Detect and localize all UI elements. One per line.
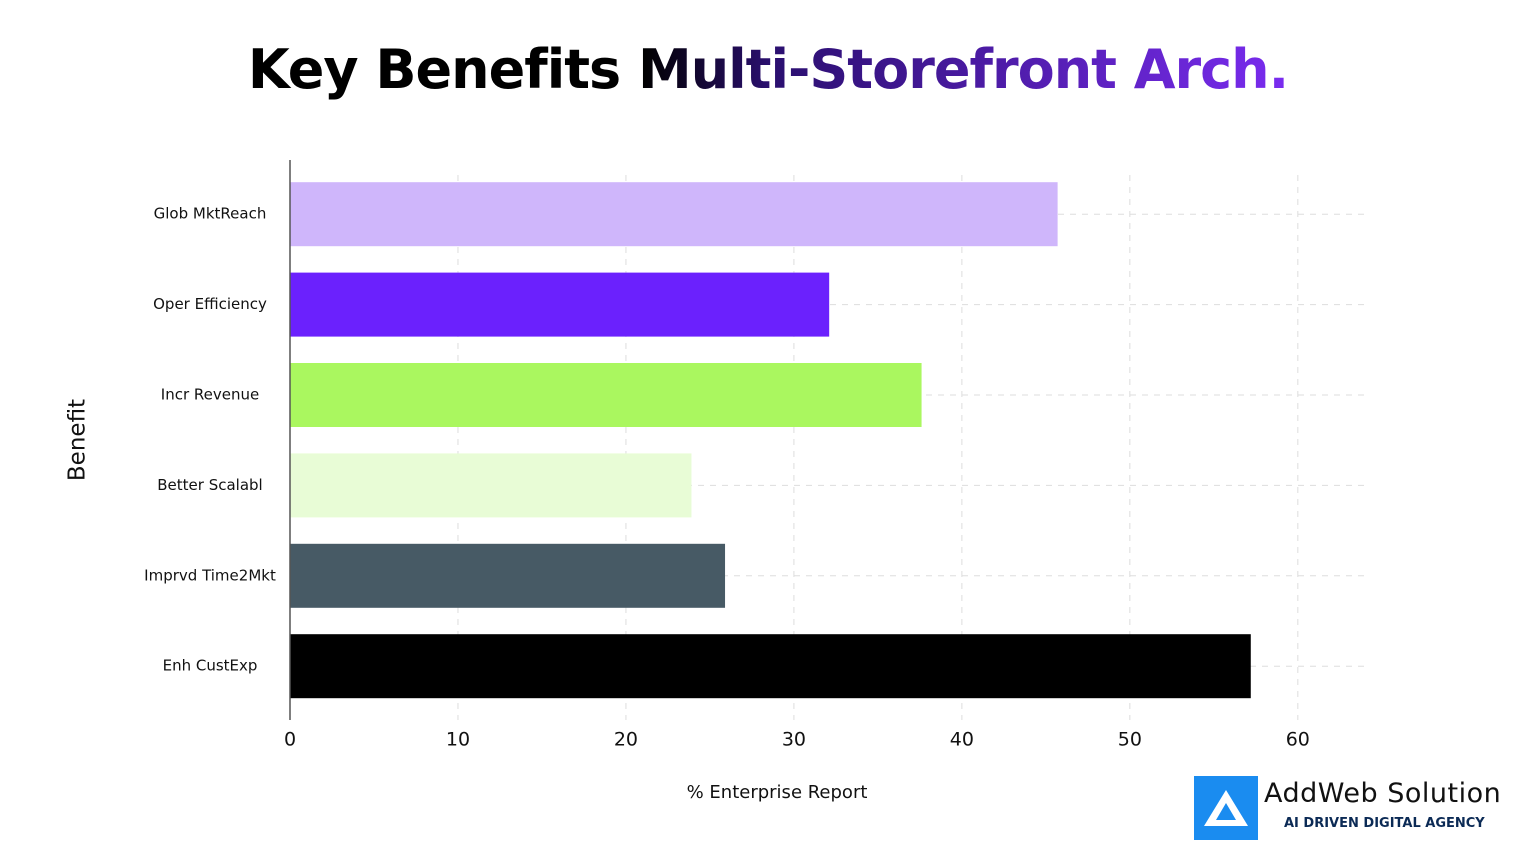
y-tick-label: Glob MktReach	[154, 205, 267, 223]
bar	[290, 363, 922, 427]
x-tick-label: 60	[1286, 729, 1310, 751]
y-tick-label: Imprvd Time2Mkt	[144, 566, 276, 584]
bar	[290, 543, 726, 608]
brand-name: AddWeb Solution	[1264, 778, 1502, 809]
y-tick-label: Oper Efficiency	[153, 295, 267, 313]
x-tick-label: 30	[782, 729, 806, 751]
x-axis-label: % Enterprise Report	[687, 782, 868, 803]
brand: AddWeb Solution AI DRIVEN DIGITAL AGENCY	[1194, 776, 1524, 840]
y-tick-label: Better Scalabl	[157, 476, 262, 494]
x-tick-label: 10	[446, 729, 470, 751]
x-tick-label: 20	[614, 729, 638, 751]
y-axis-label: Benefit	[65, 399, 91, 481]
x-tick-label: 50	[1118, 729, 1142, 751]
x-tick-label: 0	[284, 729, 296, 751]
y-tick-label: Incr Revenue	[161, 386, 259, 404]
bar	[290, 634, 1251, 699]
y-tick-label: Enh CustExp	[163, 657, 258, 675]
brand-logo	[1194, 776, 1258, 840]
bar	[290, 272, 830, 337]
bar	[290, 182, 1058, 247]
chart-title: Key Benefits Multi-Storefront Arch.	[247, 38, 1289, 101]
x-tick-label: 40	[950, 729, 974, 751]
title-wrap: Key Benefits Multi-Storefront Arch.	[0, 38, 1536, 101]
bar	[290, 453, 692, 518]
brand-tagline: AI DRIVEN DIGITAL AGENCY	[1284, 816, 1485, 831]
